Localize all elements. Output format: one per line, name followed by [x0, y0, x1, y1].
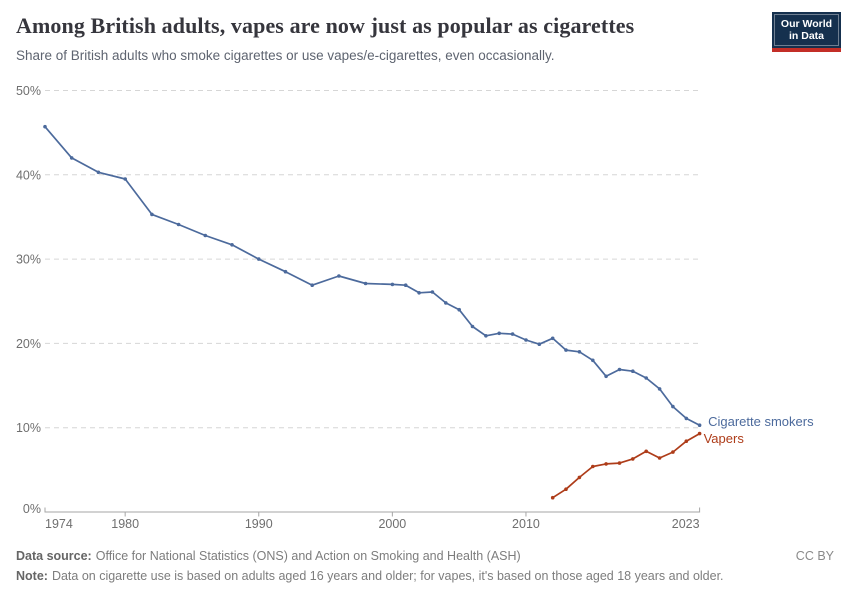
series-point-cigarette-smokers-2022[interactable]: [684, 416, 689, 421]
series-point-cigarette-smokers-2017[interactable]: [617, 367, 622, 372]
owid-logo-text: Our World in Data: [774, 14, 839, 46]
series-point-cigarette-smokers-2014[interactable]: [577, 350, 582, 354]
series-point-cigarette-smokers-1978[interactable]: [96, 170, 101, 175]
owid-logo-line2: in Data: [788, 30, 824, 42]
series-point-cigarette-smokers-2005[interactable]: [457, 307, 462, 312]
series-point-vapers-2013[interactable]: [564, 487, 568, 492]
series-point-cigarette-smokers-2015[interactable]: [591, 358, 595, 363]
series-point-cigarette-smokers-2002[interactable]: [417, 291, 421, 295]
series-point-vapers-2021[interactable]: [671, 450, 675, 454]
series-point-cigarette-smokers-2013[interactable]: [564, 348, 568, 352]
series-point-cigarette-smokers-2016[interactable]: [604, 374, 608, 379]
x-axis: [44, 507, 701, 513]
series-point-cigarette-smokers-2004[interactable]: [444, 301, 448, 305]
series-point-vapers-2018[interactable]: [631, 457, 635, 461]
series-point-cigarette-smokers-1990[interactable]: [257, 257, 261, 261]
series-point-vapers-2014[interactable]: [577, 475, 582, 480]
series-point-cigarette-smokers-2007[interactable]: [484, 334, 488, 338]
chart-subtitle: Share of British adults who smoke cigare…: [16, 48, 555, 63]
x-tick-label-2000: 2000: [378, 517, 406, 531]
license-link[interactable]: CC BY: [795, 549, 834, 563]
series-point-cigarette-smokers-1976[interactable]: [69, 156, 74, 160]
series-point-cigarette-smokers-2023[interactable]: [697, 423, 702, 428]
data-source-text: Office for National Statistics (ONS) and…: [95, 549, 521, 563]
series-point-vapers-2015[interactable]: [591, 464, 595, 469]
y-tick-label-30: 30%: [16, 253, 41, 267]
data-source-label: Data source:: [16, 549, 92, 563]
y-tick-label-10: 10%: [16, 421, 41, 435]
note-label: Note:: [16, 569, 48, 583]
series-point-cigarette-smokers-1998[interactable]: [363, 281, 368, 286]
x-tick-label-2023: 2023: [672, 517, 700, 531]
series-point-vapers-2012[interactable]: [550, 495, 555, 500]
y-tick-label-20: 20%: [16, 337, 41, 351]
owid-logo-line1: Our World: [780, 17, 833, 30]
series-point-cigarette-smokers-1986[interactable]: [203, 233, 208, 238]
series-point-vapers-2016[interactable]: [604, 462, 608, 466]
series-point-cigarette-smokers-1982[interactable]: [150, 212, 154, 217]
series-point-cigarette-smokers-2001[interactable]: [403, 283, 408, 288]
series-point-vapers-2020[interactable]: [657, 456, 662, 460]
series-point-cigarette-smokers-2012[interactable]: [550, 336, 555, 341]
series-point-cigarette-smokers-1980[interactable]: [123, 177, 127, 181]
note-text: Data on cigarette use is based on adults…: [51, 569, 724, 583]
series-point-cigarette-smokers-1988[interactable]: [230, 243, 234, 247]
series-point-cigarette-smokers-2003[interactable]: [430, 290, 435, 294]
series-point-cigarette-smokers-1974[interactable]: [43, 124, 47, 129]
series-point-cigarette-smokers-2009[interactable]: [510, 332, 515, 336]
x-tick-label-1974: 1974: [45, 517, 73, 531]
owid-logo[interactable]: Our World in Data: [772, 12, 841, 52]
x-tick-label-1990: 1990: [245, 517, 273, 531]
series-point-cigarette-smokers-2018[interactable]: [631, 369, 635, 374]
series-line-vapers[interactable]: [551, 432, 701, 499]
y-tick-label-0: 0%: [23, 502, 41, 516]
y-tick-label-40: 40%: [16, 168, 41, 182]
series-line-cigarette-smokers[interactable]: [44, 125, 701, 427]
series-point-cigarette-smokers-2006[interactable]: [470, 324, 475, 329]
series-point-cigarette-smokers-2008[interactable]: [497, 331, 502, 336]
x-tick-label-2010: 2010: [512, 517, 540, 531]
series-point-cigarette-smokers-1996[interactable]: [337, 274, 341, 278]
series-point-vapers-2019[interactable]: [644, 449, 648, 454]
series-point-cigarette-smokers-2019[interactable]: [644, 376, 648, 380]
series-point-vapers-2022[interactable]: [684, 439, 689, 444]
series-label-vapers[interactable]: Vapers: [704, 431, 745, 446]
series-point-cigarette-smokers-2011[interactable]: [537, 342, 542, 347]
x-tick-label-1980: 1980: [111, 517, 139, 531]
series-point-cigarette-smokers-2000[interactable]: [390, 282, 395, 287]
series-point-cigarette-smokers-2020[interactable]: [657, 387, 662, 391]
series-point-cigarette-smokers-1992[interactable]: [283, 269, 288, 274]
series-point-vapers-2017[interactable]: [617, 461, 622, 465]
y-tick-label-50: 50%: [16, 84, 41, 98]
series-label-cigarette-smokers[interactable]: Cigarette smokers: [708, 414, 814, 429]
series-point-cigarette-smokers-2010[interactable]: [524, 338, 528, 342]
footer-data-source: Data source: Office for National Statisti…: [16, 549, 521, 563]
chart-title: Among British adults, vapes are now just…: [16, 13, 635, 38]
footer-note: Note: Data on cigarette use is based on a…: [16, 569, 724, 583]
series-point-cigarette-smokers-1984[interactable]: [176, 222, 181, 227]
series-point-vapers-2023[interactable]: [697, 431, 702, 436]
series-point-cigarette-smokers-1994[interactable]: [310, 283, 315, 288]
series-point-cigarette-smokers-2021[interactable]: [671, 404, 675, 409]
